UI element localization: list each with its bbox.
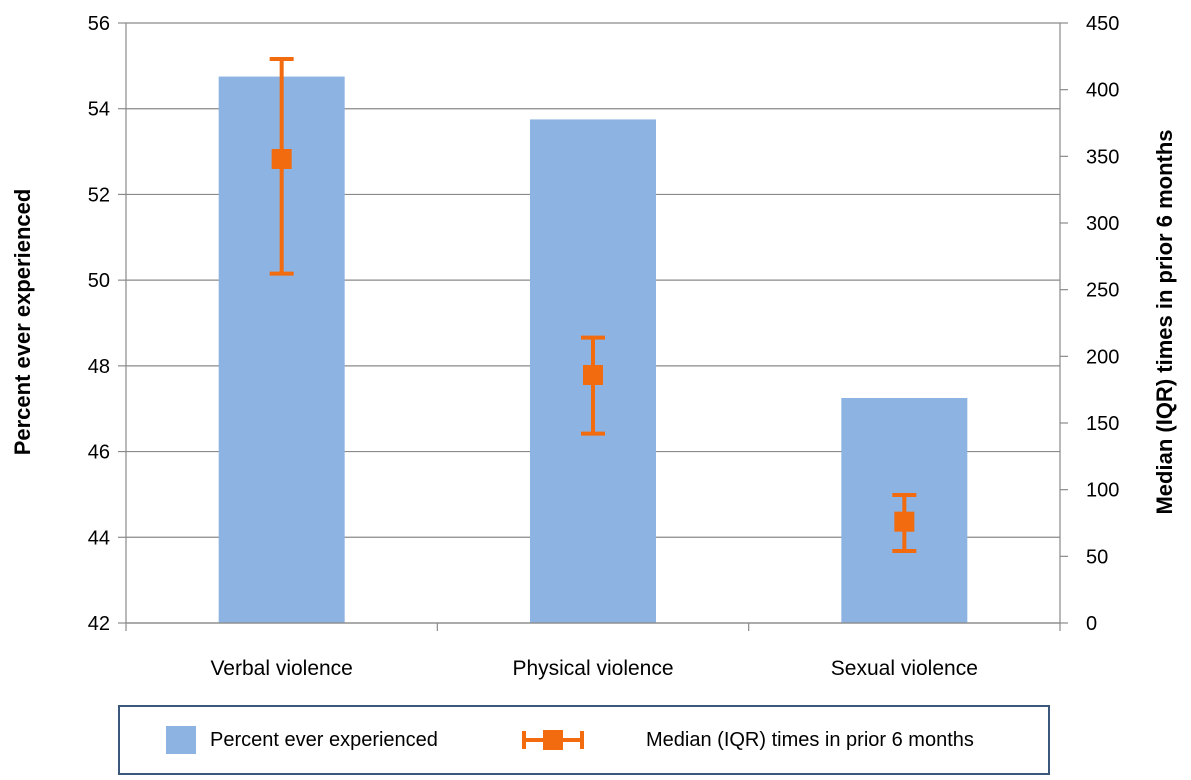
y-axis-title: Percent ever experienced [10,189,35,456]
y2-tick-label: 50 [1086,546,1108,568]
y2-tick-label: 450 [1086,13,1119,35]
y2-tick-label: 350 [1086,146,1119,168]
y2-tick-label: 300 [1086,213,1119,235]
chart: 42 44 46 48 50 52 54 56 0 50 100 150 200 250 300 350 400… [10,13,1177,680]
legend-item-percent: Percent ever experienced [166,707,438,773]
y-tick-label: 48 [88,356,110,378]
y-tick-label: 46 [88,442,110,464]
legend: Percent ever experienced Median (IQR) ti… [118,705,1050,775]
y2-tick-label: 100 [1086,480,1119,502]
y2-tick-label: 0 [1086,613,1097,635]
legend-label-median: Median (IQR) times in prior 6 months [646,728,974,751]
legend-swatch-bar [166,726,196,754]
legend-swatch-errorbar [522,730,584,750]
y-tick-label: 52 [88,184,110,206]
x-tick-label: Sexual violence [831,657,978,680]
y2-axis-title: Median (IQR) times in prior 6 months [1152,129,1177,514]
y2-tick-label: 200 [1086,346,1119,368]
tick-labels: 42 44 46 48 50 52 54 56 0 50 100 150 200 250 300 350 400… [88,13,1120,680]
y-tick-label: 44 [88,527,110,549]
error-series [269,57,917,553]
y-tick-label: 54 [88,99,110,121]
y-tick-label: 50 [88,270,110,292]
y-tick-label: 42 [88,613,110,635]
median-marker [583,365,603,385]
y2-tick-label: 400 [1086,80,1119,102]
y-tick-label: 56 [88,13,110,35]
median-marker [894,511,915,532]
median-marker [271,149,292,169]
y2-tick-label: 250 [1086,280,1119,302]
y2-tick-label: 150 [1086,413,1119,435]
axes [118,22,1068,631]
legend-item-median: Median (IQR) times in prior 6 months [520,707,974,773]
x-tick-label: Verbal violence [210,657,352,680]
legend-label-percent: Percent ever experienced [210,728,438,751]
x-tick-label: Physical violence [512,657,673,680]
